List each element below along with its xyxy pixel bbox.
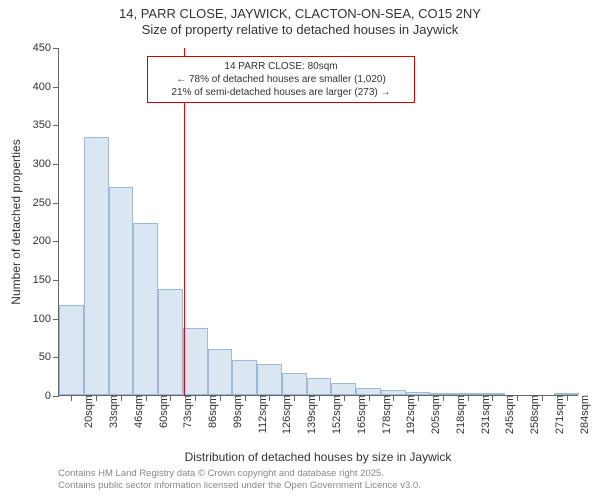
x-tick-label: 165sqm	[348, 395, 368, 434]
chart-container: 14, PARR CLOSE, JAYWICK, CLACTON-ON-SEA,…	[0, 0, 600, 500]
x-tick-label: 73sqm	[174, 395, 194, 428]
annotation-line: ← 78% of detached houses are smaller (1,…	[154, 73, 408, 86]
x-tick-label: 178sqm	[373, 395, 393, 434]
y-tick-label: 50	[39, 351, 59, 363]
x-tick	[96, 395, 97, 401]
x-tick-label: 126sqm	[273, 395, 293, 434]
x-tick	[245, 395, 246, 401]
x-tick-label: 112sqm	[249, 395, 269, 433]
y-tick-label: 400	[33, 81, 59, 93]
x-tick-label: 284sqm	[571, 395, 591, 434]
histogram-bar	[109, 187, 134, 395]
x-tick	[170, 395, 171, 401]
histogram-bar	[232, 360, 257, 395]
x-tick-label: 33sqm	[100, 395, 120, 428]
x-tick	[517, 395, 518, 401]
x-tick	[121, 395, 122, 401]
x-tick	[567, 395, 568, 401]
x-tick-label: 20sqm	[75, 395, 95, 428]
footnote-line-1: Contains HM Land Registry data © Crown c…	[58, 468, 421, 480]
histogram-bar	[158, 289, 183, 395]
chart-title: 14, PARR CLOSE, JAYWICK, CLACTON-ON-SEA,…	[0, 6, 600, 39]
histogram-bar	[133, 223, 158, 395]
title-line-2: Size of property relative to detached ho…	[0, 22, 600, 38]
x-tick-label: 99sqm	[224, 395, 244, 428]
x-tick	[269, 395, 270, 401]
x-tick-label: 192sqm	[397, 395, 417, 434]
x-tick-label: 218sqm	[447, 395, 467, 434]
annotation-line: 21% of semi-detached houses are larger (…	[154, 86, 408, 99]
x-tick	[146, 395, 147, 401]
y-tick-label: 300	[33, 158, 59, 170]
footnote: Contains HM Land Registry data © Crown c…	[58, 468, 421, 493]
y-tick-label: 450	[33, 42, 59, 54]
y-tick-label: 200	[33, 235, 59, 247]
x-tick	[220, 395, 221, 401]
histogram-bar	[84, 137, 109, 395]
y-tick-label: 0	[45, 390, 59, 402]
histogram-bar	[183, 328, 208, 395]
x-tick-label: 46sqm	[125, 395, 145, 428]
x-tick-label: 86sqm	[199, 395, 219, 428]
x-tick	[71, 395, 72, 401]
x-tick	[542, 395, 543, 401]
x-tick	[393, 395, 394, 401]
annotation-line: 14 PARR CLOSE: 80sqm	[154, 60, 408, 73]
x-tick	[294, 395, 295, 401]
y-axis-label: Number of detached properties	[9, 139, 23, 304]
histogram-bar	[208, 349, 233, 395]
histogram-bar	[356, 388, 381, 395]
x-tick	[319, 395, 320, 401]
x-tick-label: 60sqm	[150, 395, 170, 428]
histogram-bar	[331, 383, 356, 395]
y-tick-label: 150	[33, 274, 59, 286]
x-tick-label: 231sqm	[472, 395, 492, 434]
x-tick	[492, 395, 493, 401]
histogram-bar	[282, 373, 307, 395]
title-line-1: 14, PARR CLOSE, JAYWICK, CLACTON-ON-SEA,…	[0, 6, 600, 22]
x-axis-label: Distribution of detached houses by size …	[185, 450, 452, 464]
histogram-bar	[307, 378, 332, 395]
x-tick	[344, 395, 345, 401]
x-tick-label: 139sqm	[298, 395, 318, 434]
x-tick	[418, 395, 419, 401]
histogram-bar	[59, 305, 84, 395]
x-tick	[369, 395, 370, 401]
x-tick-label: 271sqm	[546, 395, 566, 434]
x-tick-label: 152sqm	[323, 395, 343, 434]
y-tick-label: 100	[33, 313, 59, 325]
y-tick-label: 250	[33, 197, 59, 209]
y-tick-label: 350	[33, 119, 59, 131]
x-tick-label: 258sqm	[521, 395, 541, 434]
plot-area: 05010015020025030035040045020sqm33sqm46s…	[58, 48, 578, 396]
annotation-box: 14 PARR CLOSE: 80sqm← 78% of detached ho…	[147, 56, 415, 103]
x-tick-label: 245sqm	[496, 395, 516, 434]
x-tick-label: 205sqm	[422, 395, 442, 434]
x-tick	[443, 395, 444, 401]
histogram-bar	[257, 364, 282, 395]
footnote-line-2: Contains public sector information licen…	[58, 480, 421, 492]
x-tick	[468, 395, 469, 401]
x-tick	[195, 395, 196, 401]
